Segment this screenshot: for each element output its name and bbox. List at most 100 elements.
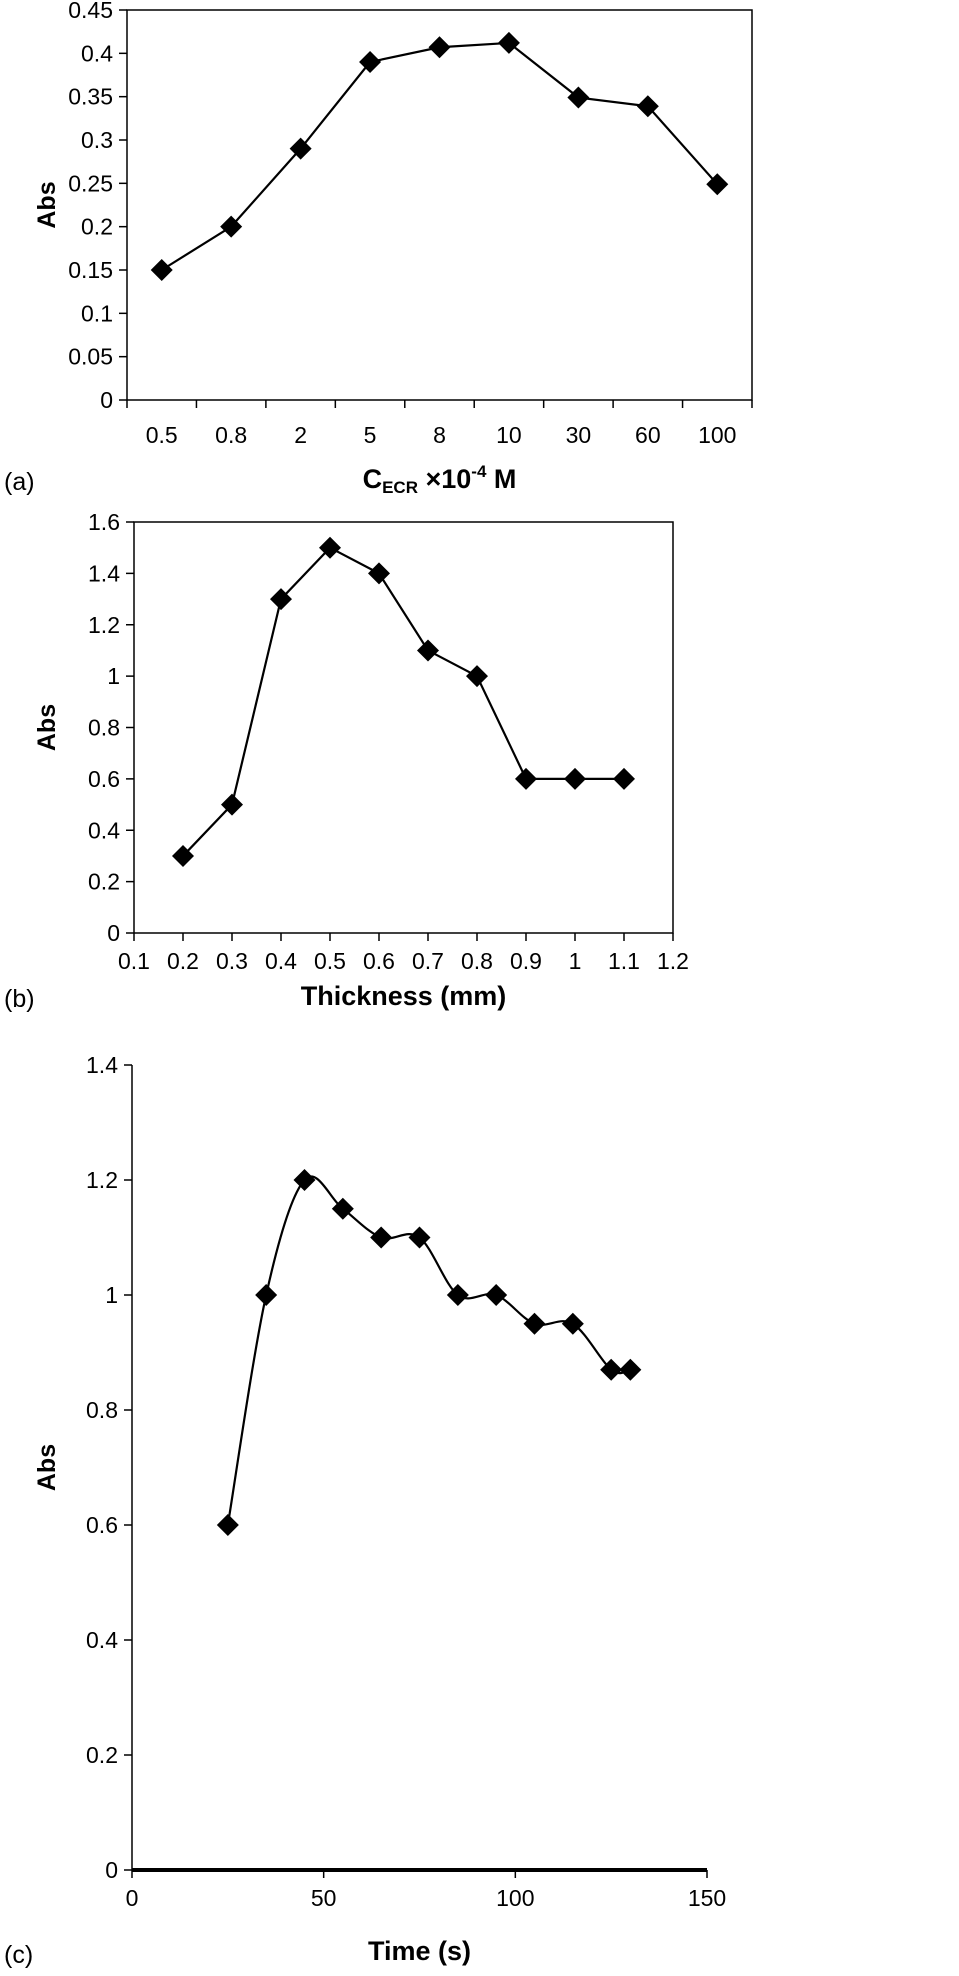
- panel-label: (b): [4, 985, 35, 1013]
- chart-panel-c: 0 0.2 0.4 0.6 0.8 1 1.2 1.4 0 50 100 150 Abs Time (s)…: [4, 1052, 726, 1969]
- y-tick-label: 1: [105, 1282, 118, 1308]
- x-tick-label: 0.6: [363, 948, 395, 974]
- chart-panel-b: 0 0.2 0.4 0.6 0.8 1 1.2 1.4 1.6 0.1 0.2 0.3 0.4 0.5 0.…: [4, 509, 689, 1013]
- y-tick-label: 0.1: [81, 300, 113, 326]
- y-tick-label: 0.05: [68, 344, 113, 370]
- plot-frame: [126, 9, 753, 401]
- y-tick-label: 1.4: [88, 560, 120, 586]
- data-point-marker: [216, 1514, 239, 1536]
- x-tick-label: 1.2: [657, 948, 689, 974]
- data-point-marker: [485, 1284, 508, 1306]
- x-axis-title: Thickness (mm): [301, 981, 507, 1011]
- data-point-marker: [331, 1197, 354, 1220]
- x-tick-label: 150: [688, 1885, 726, 1911]
- x-tick-label: 60: [635, 422, 661, 448]
- y-tick-label: 0.6: [86, 1512, 118, 1538]
- chart-panel-a: 0 0.05 0.1 0.15 0.2 0.25 0.3 0.35 0.4 0.45 0.5 0.8 2…: [4, 0, 753, 497]
- x-tick-label: 100: [496, 1885, 534, 1911]
- x-axis-title: Time (s): [368, 1936, 471, 1966]
- data-point-marker: [523, 1312, 546, 1335]
- x-tick-label: 0.2: [167, 948, 199, 974]
- data-point-marker: [497, 31, 520, 54]
- x-tick-label: 1: [569, 948, 582, 974]
- x-tick-label: 0.7: [412, 948, 444, 974]
- y-tick-label: 0.4: [88, 817, 120, 843]
- data-point-marker: [370, 1226, 393, 1249]
- x-tick-label: 0.4: [265, 948, 297, 974]
- y-tick-label: 0.25: [68, 170, 113, 196]
- data-point-marker: [428, 36, 451, 59]
- x-tick-label: 0.1: [118, 948, 150, 974]
- x-tick-label: 0: [126, 1885, 139, 1911]
- data-point-marker: [359, 51, 382, 73]
- y-tick-label: 0: [100, 387, 113, 413]
- data-point-marker: [515, 767, 537, 790]
- x-tick-label: 0.8: [215, 422, 247, 448]
- y-tick-label: 0: [105, 1857, 118, 1883]
- panel-label: (c): [4, 1941, 33, 1969]
- data-point-marker: [567, 86, 590, 109]
- data-point-marker: [706, 173, 729, 196]
- y-tick-label: 1.4: [86, 1052, 118, 1078]
- data-point-marker: [270, 588, 292, 611]
- data-point-marker: [172, 844, 194, 867]
- data-point-marker: [319, 536, 341, 559]
- data-point-marker: [600, 1358, 623, 1381]
- y-tick-label: 0.8: [88, 715, 120, 741]
- data-point-marker: [636, 95, 659, 118]
- data-point-marker: [466, 665, 488, 688]
- data-point-marker: [289, 137, 312, 160]
- y-tick-label: 0.4: [81, 40, 113, 66]
- x-tick-label: 8: [433, 422, 446, 448]
- data-point-marker: [293, 1169, 316, 1191]
- y-axis-title: Abs: [33, 181, 61, 228]
- y-tick-label: 0.15: [68, 257, 113, 283]
- y-tick-label: 0: [107, 920, 120, 946]
- x-tick-label: 10: [496, 422, 522, 448]
- y-tick-label: 0.6: [88, 766, 120, 792]
- x-tick-label: 0.5: [146, 422, 178, 448]
- series-line: [161, 41, 719, 271]
- x-tick-label: 0.5: [314, 948, 346, 974]
- data-point-marker: [368, 562, 390, 585]
- x-tick-label: 30: [566, 422, 592, 448]
- x-axis-title: CECR ×10-4 M: [363, 462, 517, 497]
- x-tick-label: 0.3: [216, 948, 248, 974]
- y-tick-label: 1.2: [86, 1167, 118, 1193]
- x-tick-label: 2: [294, 422, 307, 448]
- data-point-marker: [561, 1312, 584, 1335]
- y-tick-label: 0.4: [86, 1627, 118, 1653]
- data-point-marker: [255, 1284, 278, 1306]
- data-point-marker: [221, 793, 243, 816]
- y-tick-label: 0.3: [81, 127, 113, 153]
- x-tick-label: 5: [364, 422, 377, 448]
- y-axis-title: Abs: [33, 704, 61, 751]
- series-line: [226, 1175, 631, 1526]
- y-axis-title: Abs: [33, 1444, 61, 1491]
- data-point-marker: [417, 639, 439, 662]
- y-tick-label: 0.2: [86, 1742, 118, 1768]
- x-tick-label: 50: [311, 1885, 337, 1911]
- data-point-marker: [613, 767, 635, 790]
- data-point-marker: [220, 215, 243, 238]
- y-tick-label: 0.35: [68, 84, 113, 110]
- y-tick-label: 0.45: [68, 0, 113, 23]
- x-tick-label: 0.9: [510, 948, 542, 974]
- x-tick-label: 1.1: [608, 948, 640, 974]
- y-tick-label: 1.2: [88, 612, 120, 638]
- panel-label: (a): [4, 468, 35, 496]
- data-point-marker: [446, 1284, 469, 1306]
- y-tick-label: 0.8: [86, 1397, 118, 1423]
- y-tick-label: 0.2: [88, 869, 120, 895]
- y-tick-label: 0.2: [81, 214, 113, 240]
- y-tick-label: 1.6: [88, 509, 120, 535]
- x-tick-label: 100: [698, 422, 736, 448]
- series-line: [182, 546, 624, 857]
- y-tick-label: 1: [107, 663, 120, 689]
- data-point-marker: [150, 259, 173, 281]
- data-point-marker: [619, 1358, 642, 1381]
- x-tick-label: 0.8: [461, 948, 493, 974]
- plot-frame: [133, 521, 674, 934]
